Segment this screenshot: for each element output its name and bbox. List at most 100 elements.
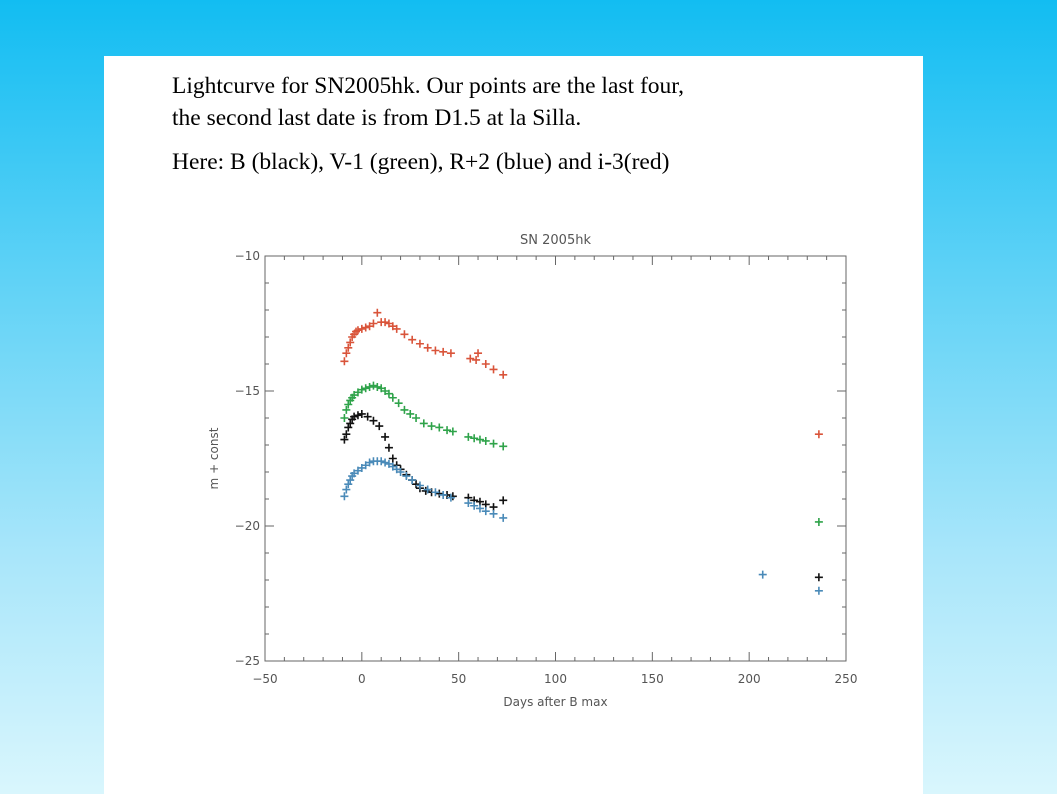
data-point-series-2 bbox=[481, 500, 490, 509]
data-point-series-0 bbox=[373, 308, 382, 317]
data-point-series-1 bbox=[340, 414, 349, 422]
x-tick-label: 150 bbox=[641, 672, 664, 686]
y-axis-label: m + const bbox=[207, 427, 221, 489]
x-tick-label: 250 bbox=[835, 672, 858, 686]
data-point-series-0 bbox=[446, 349, 455, 358]
data-point-series-3 bbox=[475, 504, 484, 513]
data-point-series-3 bbox=[464, 499, 473, 508]
data-point-series-3 bbox=[340, 492, 349, 501]
data-point-series-0 bbox=[346, 338, 355, 347]
data-point-series-3 bbox=[814, 586, 823, 595]
data-point-series-0 bbox=[466, 354, 475, 363]
data-point-series-2 bbox=[388, 454, 397, 463]
data-point-series-3 bbox=[402, 472, 411, 481]
data-point-series-3 bbox=[481, 507, 490, 516]
data-point-series-1 bbox=[489, 439, 498, 448]
data-point-series-3 bbox=[396, 468, 405, 476]
x-tick-label: 100 bbox=[544, 672, 567, 686]
data-point-series-1 bbox=[481, 436, 490, 445]
data-point-series-3 bbox=[499, 513, 508, 522]
data-point-series-3 bbox=[346, 476, 355, 485]
data-point-series-3 bbox=[446, 493, 455, 502]
data-point-series-3 bbox=[342, 485, 351, 494]
data-point-series-2 bbox=[353, 411, 362, 420]
data-point-series-2 bbox=[412, 480, 421, 489]
data-point-series-3 bbox=[381, 458, 390, 467]
data-point-series-1 bbox=[443, 426, 452, 435]
data-point-series-2 bbox=[342, 430, 351, 439]
data-point-series-0 bbox=[472, 355, 481, 364]
data-point-series-1 bbox=[464, 432, 473, 441]
caption: Lightcurve for SN2005hk. Our points are … bbox=[172, 70, 892, 178]
chart-title: SN 2005hk bbox=[520, 233, 591, 248]
content-panel: Lightcurve for SN2005hk. Our points are … bbox=[104, 56, 923, 794]
data-point-series-0 bbox=[361, 323, 370, 332]
data-point-series-0 bbox=[344, 343, 353, 352]
data-point-series-0 bbox=[814, 430, 823, 439]
caption-line-1: Lightcurve for SN2005hk. Our points are … bbox=[172, 73, 685, 99]
data-point-series-0 bbox=[342, 349, 351, 358]
data-point-series-0 bbox=[340, 357, 349, 366]
x-tick-label: 0 bbox=[358, 672, 366, 686]
data-point-series-2 bbox=[375, 422, 384, 431]
data-point-series-1 bbox=[412, 414, 421, 422]
data-point-series-0 bbox=[408, 335, 417, 344]
data-point-series-3 bbox=[758, 570, 767, 579]
y-tick-label: −20 bbox=[235, 519, 260, 533]
data-point-series-1 bbox=[384, 389, 393, 398]
data-point-series-0 bbox=[353, 326, 362, 335]
x-axis-label: Days after B max bbox=[503, 695, 607, 709]
data-point-series-2 bbox=[369, 416, 378, 425]
data-point-series-0 bbox=[431, 346, 440, 355]
data-point-series-0 bbox=[381, 318, 390, 327]
data-point-series-2 bbox=[448, 492, 457, 501]
data-point-series-0 bbox=[474, 349, 483, 358]
data-point-series-1 bbox=[357, 385, 366, 394]
data-point-series-1 bbox=[406, 409, 415, 418]
data-point-series-2 bbox=[475, 497, 484, 506]
data-point-series-3 bbox=[431, 488, 440, 497]
data-point-series-1 bbox=[342, 405, 351, 414]
data-point-series-3 bbox=[408, 476, 417, 485]
data-point-series-3 bbox=[365, 458, 374, 467]
data-point-series-0 bbox=[499, 370, 508, 379]
data-point-series-2 bbox=[344, 423, 353, 432]
data-point-series-2 bbox=[340, 435, 349, 444]
x-tick-label: 200 bbox=[738, 672, 761, 686]
data-point-series-1 bbox=[400, 405, 409, 414]
data-point-series-1 bbox=[394, 399, 403, 408]
caption-line-3: Here: B (black), V-1 (green), R+2 (blue)… bbox=[172, 149, 670, 175]
data-point-series-0 bbox=[489, 365, 498, 374]
data-point-series-2 bbox=[499, 496, 508, 505]
data-point-series-2 bbox=[363, 412, 372, 421]
plot-frame bbox=[264, 255, 847, 662]
data-point-series-2 bbox=[435, 489, 444, 498]
caption-line-2: the second last date is from D1.5 at la … bbox=[172, 105, 582, 131]
data-point-series-3 bbox=[470, 501, 479, 510]
data-point-series-0 bbox=[392, 324, 401, 333]
data-point-series-1 bbox=[435, 423, 444, 432]
data-point-series-1 bbox=[475, 435, 484, 444]
data-point-series-1 bbox=[369, 381, 378, 390]
y-tick-label: −15 bbox=[235, 384, 260, 398]
data-point-series-1 bbox=[814, 517, 823, 526]
data-point-series-0 bbox=[439, 347, 448, 356]
data-point-series-1 bbox=[388, 393, 397, 402]
data-point-series-0 bbox=[400, 330, 409, 339]
data-point-series-1 bbox=[470, 434, 479, 443]
data-point-series-1 bbox=[419, 419, 428, 428]
data-point-series-1 bbox=[448, 427, 457, 436]
data-point-series-0 bbox=[415, 339, 424, 348]
data-point-series-2 bbox=[381, 432, 390, 441]
data-point-series-2 bbox=[350, 412, 359, 421]
data-point-series-3 bbox=[415, 481, 424, 490]
data-point-series-1 bbox=[499, 442, 508, 451]
data-point-series-3 bbox=[439, 490, 448, 499]
data-point-series-2 bbox=[384, 443, 393, 452]
data-point-series-1 bbox=[365, 382, 374, 391]
data-point-series-0 bbox=[369, 319, 378, 328]
y-tick-label: −25 bbox=[235, 654, 260, 668]
x-tick-label: 50 bbox=[451, 672, 466, 686]
data-point-series-3 bbox=[377, 457, 386, 466]
